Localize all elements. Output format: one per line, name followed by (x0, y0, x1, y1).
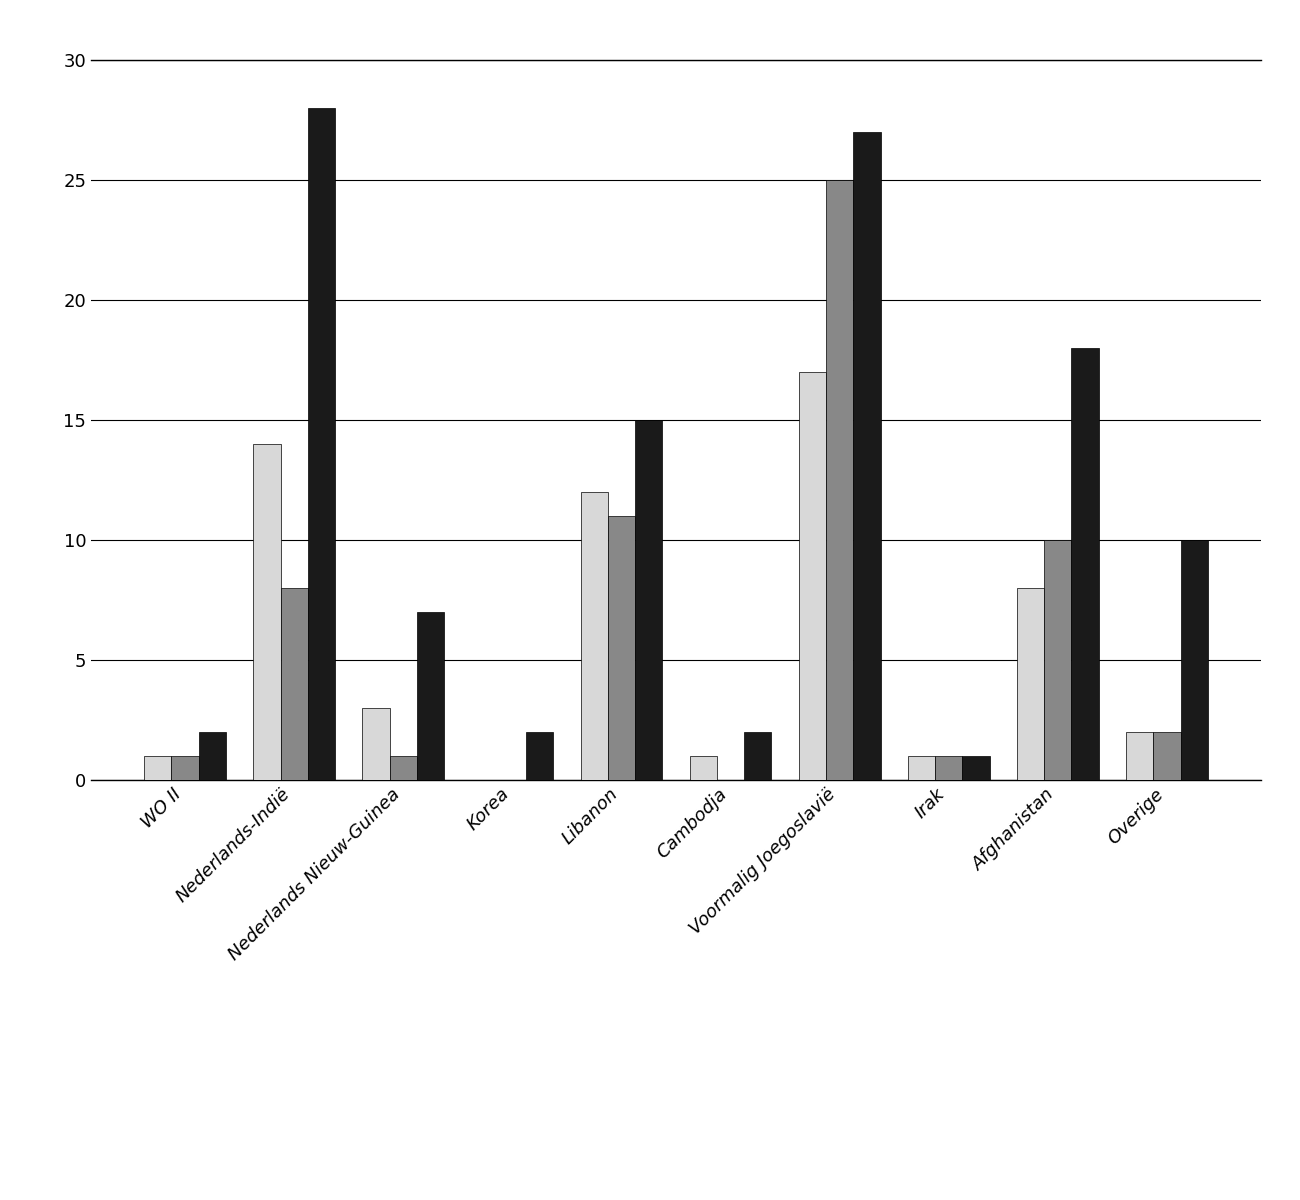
Bar (390, 756, 417, 780)
Bar (689, 756, 716, 780)
Bar (1071, 348, 1098, 780)
Bar (962, 756, 989, 780)
Bar (853, 132, 880, 780)
Bar (1017, 588, 1044, 780)
Bar (581, 492, 608, 780)
Bar (935, 756, 962, 780)
Bar (526, 732, 554, 780)
Bar (363, 708, 390, 780)
Bar (144, 756, 172, 780)
Bar (636, 420, 663, 780)
Bar (1126, 732, 1153, 780)
Bar (744, 732, 771, 780)
Bar (1044, 540, 1071, 780)
Bar (798, 372, 826, 780)
Bar (254, 444, 281, 780)
Bar (281, 588, 308, 780)
Bar (826, 180, 853, 780)
Bar (1153, 732, 1180, 780)
Bar (608, 516, 636, 780)
Bar (1180, 540, 1208, 780)
Bar (172, 756, 199, 780)
Bar (907, 756, 935, 780)
Bar (417, 612, 445, 780)
Bar (199, 732, 226, 780)
Bar (308, 108, 335, 780)
